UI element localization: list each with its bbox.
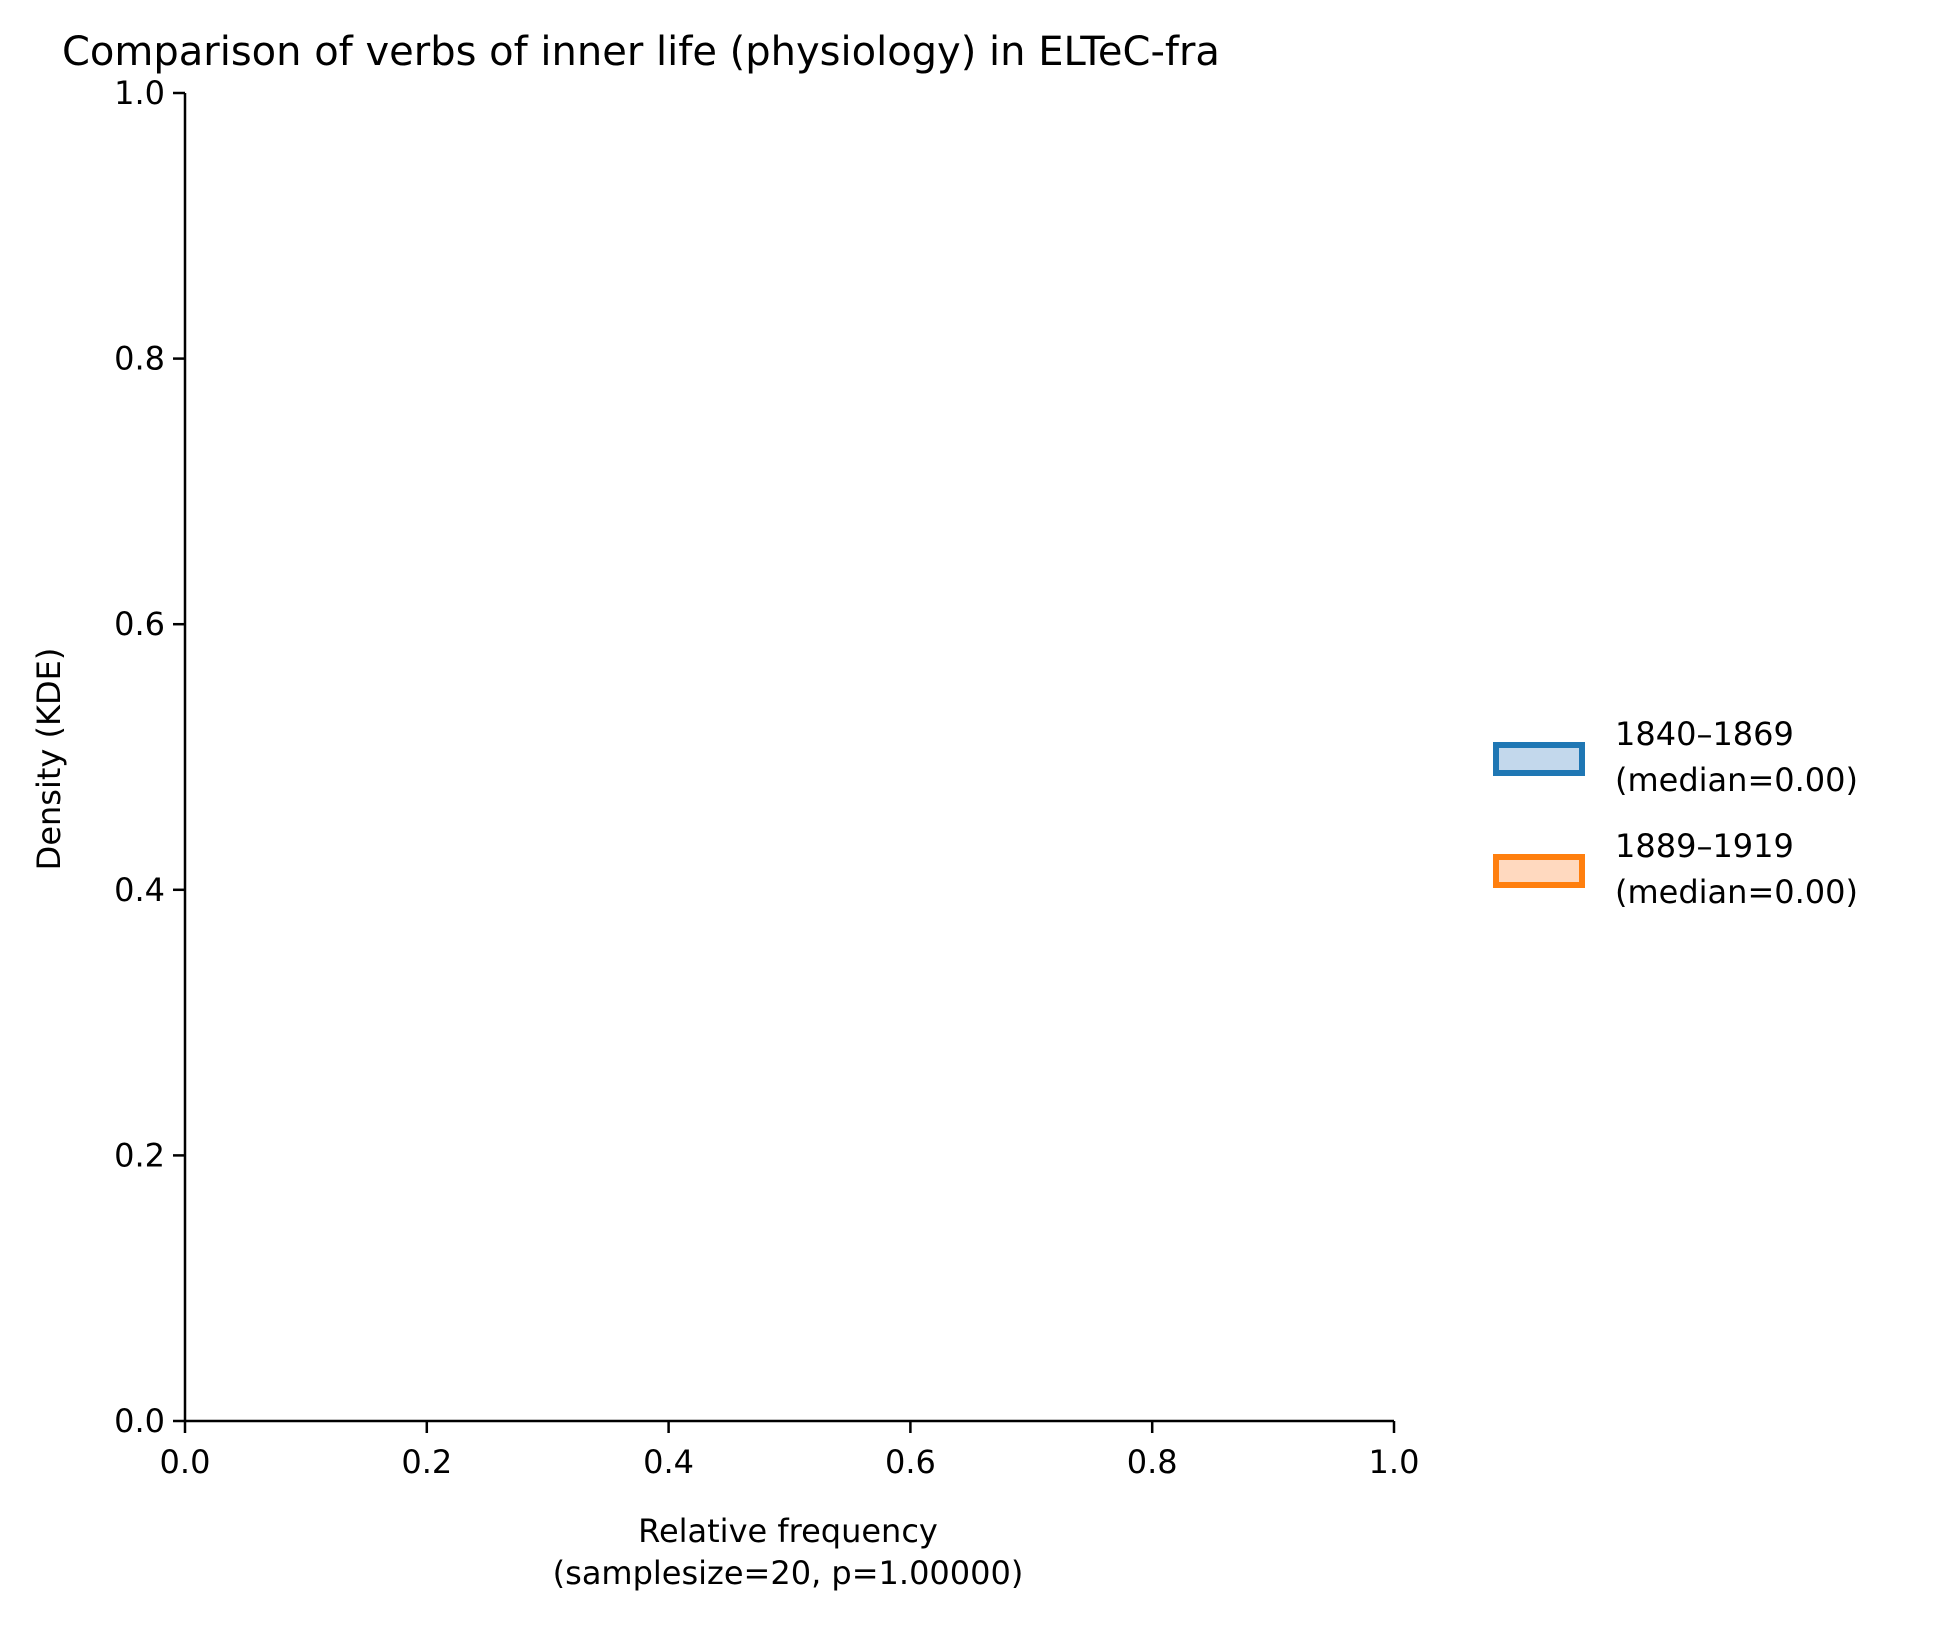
legend-label-1-line2: (median=0.00) <box>1615 761 1858 799</box>
chart-title: Comparison of verbs of inner life (physi… <box>62 29 1220 75</box>
x-axis-label-line2: (samplesize=20, p=1.00000) <box>553 1554 1024 1592</box>
y-tick-label: 0.6 <box>114 605 165 643</box>
x-tick-label: 0.8 <box>1127 1443 1178 1481</box>
y-tick-label: 0.0 <box>114 1402 165 1440</box>
legend: 1840–1869 (median=0.00) 1889–1919 (media… <box>1493 715 1858 911</box>
legend-label-1-line1: 1840–1869 <box>1615 715 1794 753</box>
x-tick-label: 0.6 <box>885 1443 936 1481</box>
x-axis-label-line1: Relative frequency <box>638 1512 938 1550</box>
legend-swatch-2 <box>1493 854 1585 888</box>
x-tick-label: 1.0 <box>1369 1443 1420 1481</box>
y-tick-label: 0.2 <box>114 1136 165 1174</box>
legend-label-2-line1: 1889–1919 <box>1615 827 1794 865</box>
y-tick-label: 0.4 <box>114 871 165 909</box>
y-axis-ticks: 0.0 0.2 0.4 0.6 0.8 1.0 <box>114 74 185 1440</box>
y-tick-label: 1.0 <box>114 74 165 112</box>
legend-swatch-1 <box>1493 742 1585 776</box>
x-axis-ticks: 0.0 0.2 0.4 0.6 0.8 1.0 <box>160 1421 1420 1481</box>
y-axis-label: Density (KDE) <box>30 648 68 871</box>
x-tick-label: 0.2 <box>401 1443 452 1481</box>
legend-label-2-line2: (median=0.00) <box>1615 873 1858 911</box>
x-tick-label: 0.0 <box>160 1443 211 1481</box>
x-tick-label: 0.4 <box>643 1443 694 1481</box>
y-tick-label: 0.8 <box>114 340 165 378</box>
